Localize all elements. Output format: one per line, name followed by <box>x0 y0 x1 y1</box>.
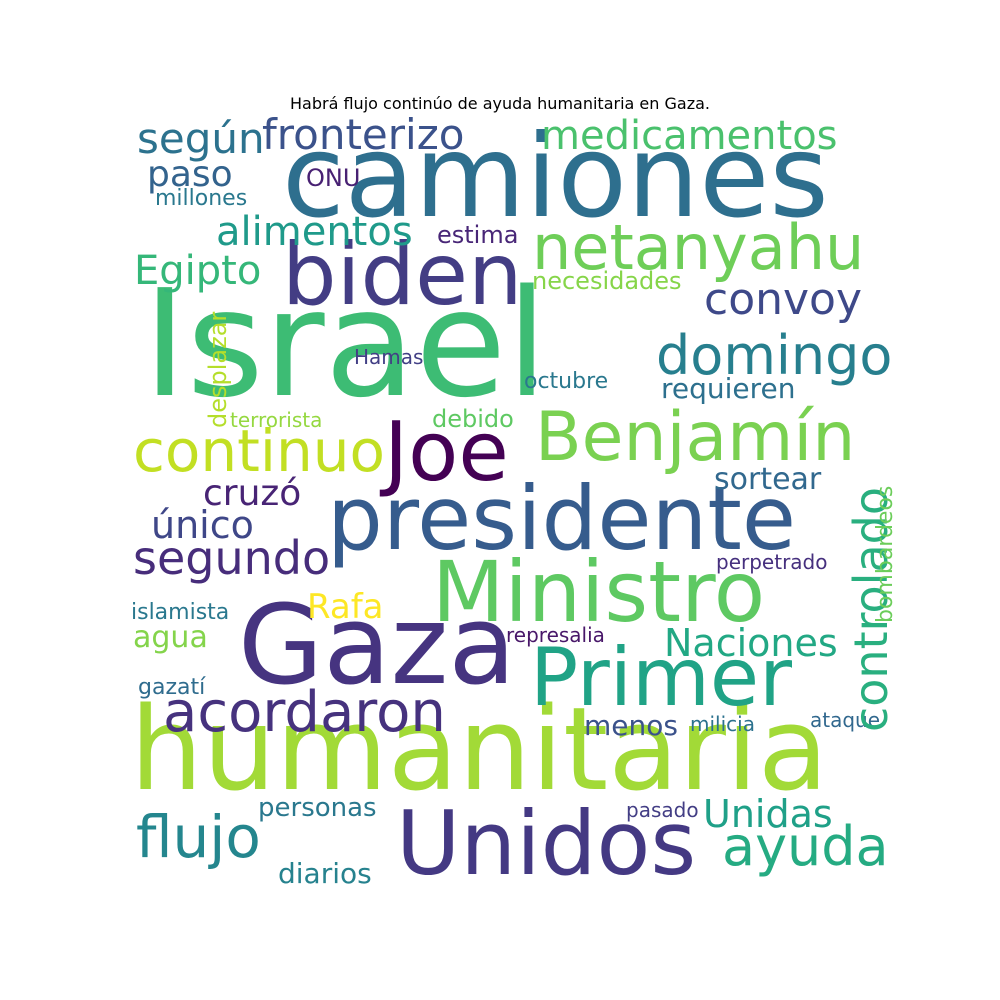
word-perpetrado: perpetrado <box>716 550 828 574</box>
word-gaza: Gaza <box>238 581 516 709</box>
word-diarios: diarios <box>278 857 372 890</box>
word-domingo: domingo <box>656 324 893 387</box>
word-joe: Joe <box>384 405 509 500</box>
word-octubre: octubre <box>524 369 609 394</box>
word-segun: según <box>137 114 265 163</box>
word-israel: Israel <box>143 258 548 430</box>
word-unidas: Unidas <box>703 792 833 836</box>
word-biden: biden <box>282 225 523 325</box>
word-hamas: Hamas <box>354 345 424 369</box>
word-necesidades: necesidades <box>532 267 682 295</box>
word-segundo: segundo <box>133 531 331 585</box>
word-medicamentos: medicamentos <box>541 113 838 159</box>
word-represalia: represalia <box>506 623 605 647</box>
word-naciones: Naciones <box>664 621 838 665</box>
word-requieren: requieren <box>661 372 796 405</box>
word-paso: paso <box>147 154 233 195</box>
word-convoy: convoy <box>704 274 862 325</box>
word-terrorista: terrorista <box>230 408 323 432</box>
word-bombardeos: bombardeos <box>873 485 898 623</box>
word-unidos: Unidos <box>396 792 697 895</box>
word-milicia: milicia <box>690 712 755 736</box>
word-unico: único <box>151 503 254 547</box>
word-personas: personas <box>258 793 377 823</box>
word-continuo: continuo <box>133 417 385 485</box>
word-agua: agua <box>133 620 208 655</box>
word-humanitaria: humanitaria <box>130 683 829 817</box>
word-sortear: sortear <box>714 462 822 497</box>
word-benjamin: Benjamín <box>535 398 856 477</box>
word-estima: estima <box>437 221 519 249</box>
word-islamista: islamista <box>131 600 230 625</box>
word-millones: millones <box>155 186 248 211</box>
word-ataque: ataque <box>810 708 881 732</box>
word-pasado: pasado <box>626 798 699 822</box>
word-menos: menos <box>584 709 678 742</box>
word-alimentos: alimentos <box>216 209 413 255</box>
word-fronterizo: fronterizo <box>262 110 465 159</box>
word-desplazar: desplazar <box>204 311 232 428</box>
word-ministro: Ministro <box>432 543 766 641</box>
word-rafa: Rafa <box>307 587 384 627</box>
word-cruzo: cruzó <box>203 473 302 514</box>
word-onu: ONU <box>306 164 361 192</box>
word-netanyahu: netanyahu <box>532 211 865 284</box>
word-flujo: flujo <box>136 803 261 871</box>
word-presidente: presidente <box>327 467 796 570</box>
chart-title: Habrá flujo continúo de ayuda humanitari… <box>290 94 710 113</box>
word-primer: Primer <box>530 631 792 724</box>
word-debido: debido <box>432 405 514 433</box>
word-egipto: Egipto <box>134 248 262 294</box>
word-ayuda: ayuda <box>722 815 889 878</box>
word-gazati: gazatí <box>138 675 206 700</box>
word-camiones: camiones <box>282 110 829 243</box>
word-acordaron: acordaron <box>163 680 446 745</box>
